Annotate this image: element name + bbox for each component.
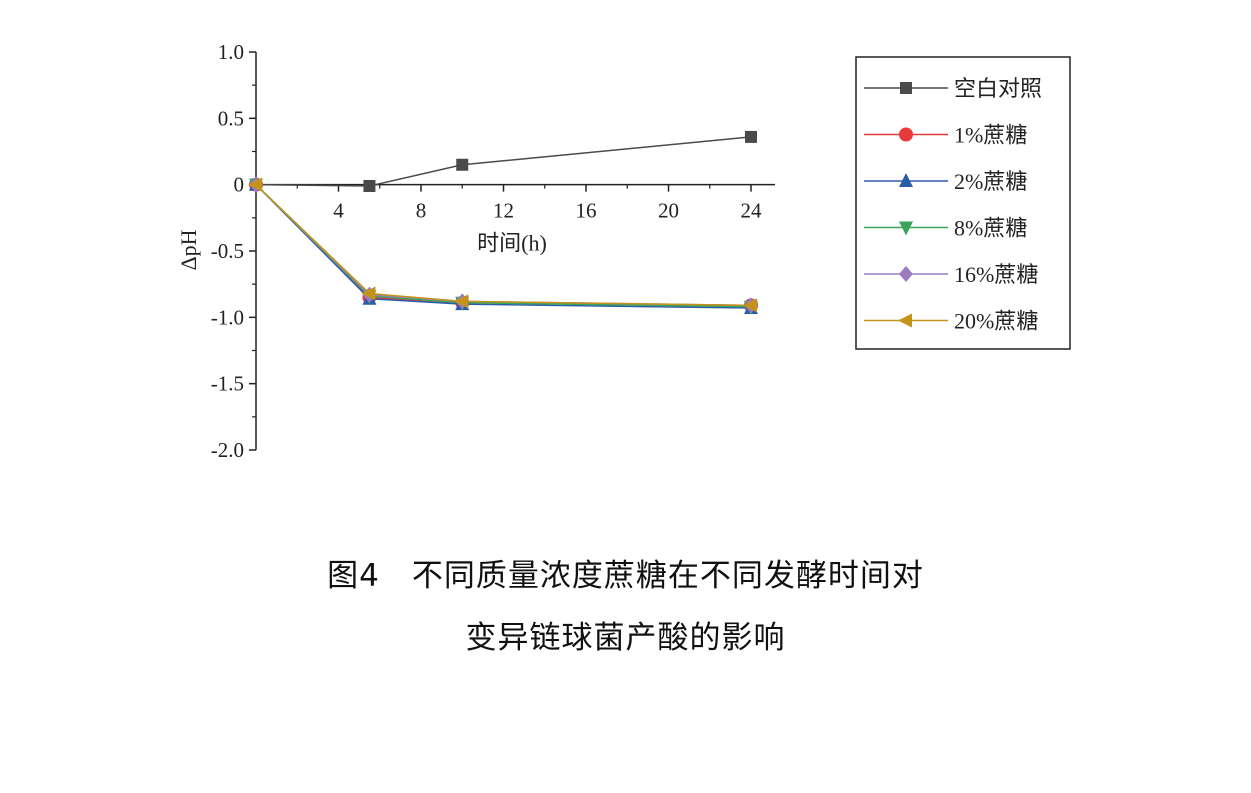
legend-marker [900,82,912,94]
y-tick-label: 1.0 [218,40,244,64]
data-point [454,294,469,309]
x-tick-label: 20 [658,199,679,223]
figure-caption-line1: 图4 不同质量浓度蔗糖在不同发酵时间对 [327,558,924,594]
legend-marker [898,313,912,328]
data-point [248,177,262,192]
y-tick-label: -0.5 [211,239,244,263]
series-line [255,136,752,187]
plot-area: 1.0 0.5 0 -0.5 -1.0 -1.5 -2.0 4 8 12 16 20 24 时间(h) Δp… [176,40,775,462]
y-tick-label: 0.5 [218,106,244,130]
y-tick-label: -1.5 [211,372,244,396]
x-tick-label: 4 [333,199,344,223]
legend-marker [899,266,913,282]
legend-label: 2%蔗糖 [954,169,1027,194]
y-tick-label: -2.0 [211,438,244,462]
data-point [743,298,757,313]
figure-caption-line2: 变异链球菌产酸的影响 [465,620,786,656]
legend-marker [899,173,913,187]
legend: 空白对照 1%蔗糖 2%蔗糖 8%蔗糖 16%蔗糖 20%蔗糖 [855,56,1071,350]
y-tick-label: -1.0 [211,305,244,329]
x-tick-label: 12 [493,199,514,223]
data-point [361,286,376,301]
legend-label: 20%蔗糖 [954,309,1038,334]
legend-label: 16%蔗糖 [954,262,1038,287]
x-tick-label: 8 [416,199,427,223]
y-tick-label: 0 [234,173,245,197]
chart: 1.0 0.5 0 -0.5 -1.0 -1.5 -2.0 4 8 12 16 20 24 时间(h) Δp… [176,40,1071,462]
series-line [255,184,752,307]
legend-marker [899,221,913,236]
legend-marker [899,127,913,142]
x-axis-title: 时间(h) [477,231,547,256]
legend-label: 1%蔗糖 [954,123,1027,148]
data-point [363,179,376,192]
data-point [745,130,757,143]
legend-label: 8%蔗糖 [954,216,1027,241]
x-tick-label: 16 [576,199,597,223]
y-axis-title: ΔpH [176,229,201,270]
legend-label: 空白对照 [954,76,1042,101]
x-tick-label: 24 [741,199,763,223]
series-line [255,184,752,309]
legend-box [855,56,1071,350]
data-point [456,158,469,171]
